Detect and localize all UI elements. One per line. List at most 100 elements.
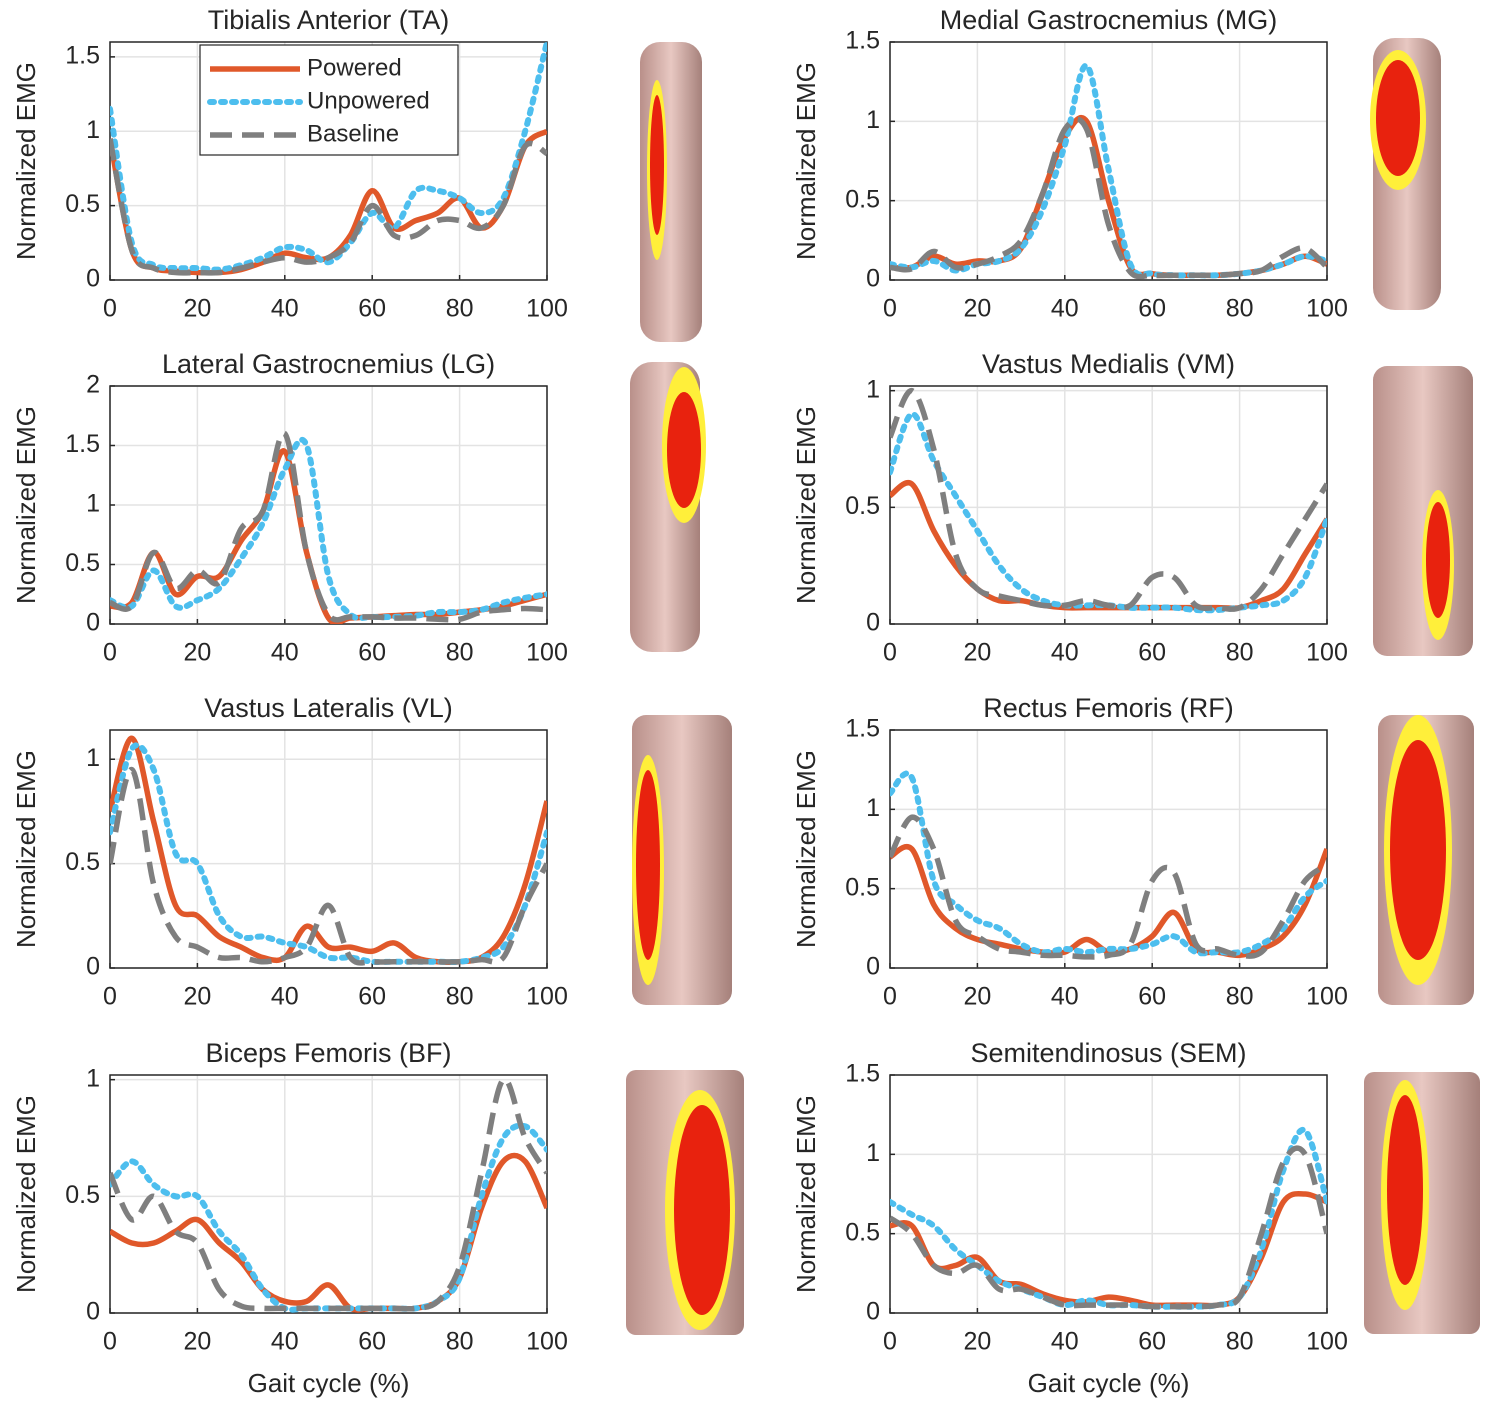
y-tick-label: 1	[86, 490, 100, 518]
x-tick-label: 100	[526, 639, 568, 667]
series-line	[110, 1076, 547, 1312]
chart-title: Biceps Femoris (BF)	[205, 1038, 451, 1068]
y-axis-label: Normalized EMG	[11, 1095, 41, 1293]
axes-box	[889, 385, 1328, 625]
x-tick-label: 20	[963, 639, 991, 667]
x-tick-label: 20	[963, 295, 991, 323]
y-tick-label: 0.5	[845, 492, 880, 520]
series-line	[890, 116, 1327, 280]
x-tick-label: 20	[963, 1328, 991, 1356]
x-tick-label: 60	[358, 639, 386, 667]
x-tick-label: 40	[1051, 983, 1079, 1011]
y-axis-label: Normalized EMG	[791, 406, 821, 604]
x-tick-label: 20	[183, 639, 211, 667]
y-tick-label: 0	[866, 265, 880, 293]
legend-label: Unpowered	[307, 87, 430, 114]
x-tick-label: 40	[271, 1328, 299, 1356]
chart-title: Vastus Medialis (VM)	[982, 349, 1235, 379]
muscle-highlight	[1387, 1095, 1423, 1285]
y-tick-label: 0.5	[65, 1181, 100, 1209]
y-tick-label: 0	[86, 953, 100, 981]
series-line	[110, 430, 547, 623]
x-tick-label: 40	[1051, 1328, 1079, 1356]
x-tick-label: 80	[1226, 983, 1254, 1011]
x-tick-label: 0	[883, 295, 897, 323]
x-tick-label: 60	[358, 1328, 386, 1356]
muscle-highlight	[1376, 60, 1420, 176]
chart-title: Tibialis Anterior (TA)	[208, 5, 450, 35]
x-tick-label: 60	[358, 295, 386, 323]
y-tick-label: 1.5	[845, 1060, 880, 1088]
x-tick-label: 60	[1138, 639, 1166, 667]
x-tick-label: 100	[526, 295, 568, 323]
chart-title: Rectus Femoris (RF)	[983, 693, 1234, 723]
y-tick-label: 0.5	[845, 1218, 880, 1246]
x-tick-label: 40	[271, 295, 299, 323]
y-tick-label: 1.5	[845, 715, 880, 743]
series-line	[110, 766, 547, 966]
y-tick-label: 1.5	[65, 41, 100, 69]
x-tick-label: 100	[526, 1328, 568, 1356]
x-tick-label: 0	[883, 639, 897, 667]
y-tick-label: 0	[86, 1298, 100, 1326]
y-axis-label: Normalized EMG	[791, 750, 821, 948]
x-tick-label: 0	[103, 639, 117, 667]
y-axis-label: Normalized EMG	[11, 750, 41, 948]
legend-label: Baseline	[307, 120, 399, 147]
muscle-highlight	[667, 392, 701, 508]
legend-label: Powered	[307, 54, 402, 81]
x-tick-label: 20	[963, 983, 991, 1011]
series-line	[110, 42, 547, 273]
x-tick-label: 100	[1306, 295, 1348, 323]
y-tick-label: 1	[866, 106, 880, 134]
y-tick-label: 2	[86, 371, 100, 399]
y-axis-label: Normalized EMG	[791, 62, 821, 260]
plot-area	[110, 730, 547, 968]
muscle-highlight	[1426, 502, 1450, 618]
y-tick-label: 1	[866, 375, 880, 403]
x-tick-label: 20	[183, 983, 211, 1011]
x-tick-label: 80	[446, 983, 474, 1011]
y-tick-label: 0	[866, 609, 880, 637]
y-tick-label: 1	[86, 744, 100, 772]
x-tick-label: 100	[526, 983, 568, 1011]
plot-area	[890, 1075, 1327, 1313]
muscle-highlight	[650, 95, 664, 235]
x-tick-label: 60	[1138, 983, 1166, 1011]
x-tick-label: 0	[103, 1328, 117, 1356]
x-tick-label: 80	[446, 1328, 474, 1356]
chart-title: Medial Gastrocnemius (MG)	[940, 5, 1278, 35]
x-tick-label: 80	[1226, 295, 1254, 323]
x-axis-label: Gait cycle (%)	[1028, 1368, 1190, 1398]
y-tick-label: 0	[866, 1298, 880, 1326]
axes-box	[109, 1074, 548, 1314]
axes-box	[889, 1074, 1328, 1314]
x-tick-label: 40	[1051, 295, 1079, 323]
series-line	[890, 387, 1327, 612]
x-tick-label: 60	[1138, 1328, 1166, 1356]
muscle-highlight	[636, 770, 660, 960]
series-line	[890, 1190, 1327, 1309]
y-tick-label: 0	[86, 265, 100, 293]
series-line	[890, 814, 1327, 960]
x-tick-label: 80	[446, 639, 474, 667]
x-tick-label: 100	[1306, 1328, 1348, 1356]
muscle-highlight	[674, 1105, 730, 1315]
y-tick-label: 0.5	[65, 848, 100, 876]
x-tick-label: 40	[271, 983, 299, 1011]
y-axis-label: Normalized EMG	[11, 406, 41, 604]
x-tick-label: 80	[1226, 1328, 1254, 1356]
x-tick-label: 40	[1051, 639, 1079, 667]
y-axis-label: Normalized EMG	[791, 1095, 821, 1293]
x-tick-label: 20	[183, 1328, 211, 1356]
x-tick-label: 100	[1306, 639, 1348, 667]
y-tick-label: 0.5	[65, 190, 100, 218]
series-line	[890, 1145, 1327, 1310]
x-tick-label: 0	[103, 295, 117, 323]
x-tick-label: 0	[103, 983, 117, 1011]
y-tick-label: 0	[866, 953, 880, 981]
y-tick-label: 0	[86, 609, 100, 637]
x-tick-label: 0	[883, 983, 897, 1011]
muscle-highlight	[1390, 740, 1446, 960]
